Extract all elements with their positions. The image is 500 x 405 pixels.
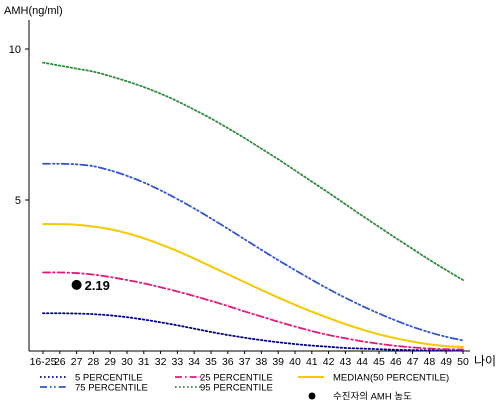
x-tick-label: 46 [390,356,402,368]
legend: 5 PERCENTILE 25 PERCENTILE MEDIAN(50 PERCE… [40,373,449,403]
x-tick-label: 28 [88,356,100,368]
legend-point-marker [308,392,316,400]
x-tick-label: 31 [138,356,150,368]
y-tick-label: 10 [9,44,21,56]
legend-point-label: 수진자의 AMH 농도 [333,392,412,401]
legend-label-25-percentile: 25 PERCENTILE [200,373,273,384]
x-tick-label: 45 [373,356,385,368]
x-tick-label: 34 [188,356,200,368]
patient-point: 2.19 [71,278,110,293]
patient-amh-point [71,279,82,290]
x-tick-label: 44 [356,356,368,368]
x-tick-label: 27 [71,356,83,368]
x-tick-label: 38 [256,356,268,368]
x-tick-label: 37 [239,356,251,368]
x-tick-label: 49 [440,356,452,368]
legend-label-75-percentile: 75 PERCENTILE [75,383,148,394]
x-tick-label: 48 [424,356,436,368]
x-tick-label: 29 [104,356,116,368]
x-axis-label: 나이 [474,354,496,368]
x-tick-label: 39 [272,356,284,368]
x-tick-label: 26 [54,356,66,368]
x-tick-label: 41 [306,356,318,368]
x-tick-label: 40 [289,356,301,368]
series-line-75-percentile [42,162,464,342]
legend-label-5-percentile: 5 PERCENTILE [75,373,143,384]
x-tick-label: 50 [457,356,469,368]
series-lines [42,61,464,352]
x-tick-label: 47 [407,356,419,368]
legend-label-median-50-percentile: MEDIAN(50 PERCENTILE) [333,373,449,384]
y-axis-label: AMH(ng/ml) [4,5,63,17]
legend-label-95-percentile: 95 PERCENTILE [200,383,273,394]
series-line-95-percentile [42,61,464,281]
x-tick-label: 35 [205,356,217,368]
x-tick-label: 16-25 [30,356,57,368]
patient-amh-label: 2.19 [85,278,110,293]
y-tick-label: 5 [15,195,21,207]
x-tick-label: 33 [172,356,184,368]
x-tick-label: 36 [222,356,234,368]
series-line-median-50-percentile [42,223,464,349]
x-tick-label: 43 [340,356,352,368]
x-tick-label: 30 [121,356,133,368]
series-line-25-percentile [42,271,464,351]
x-tick-label: 42 [323,356,335,368]
x-tick-label: 32 [155,356,167,368]
series-line-5-percentile [42,312,464,352]
